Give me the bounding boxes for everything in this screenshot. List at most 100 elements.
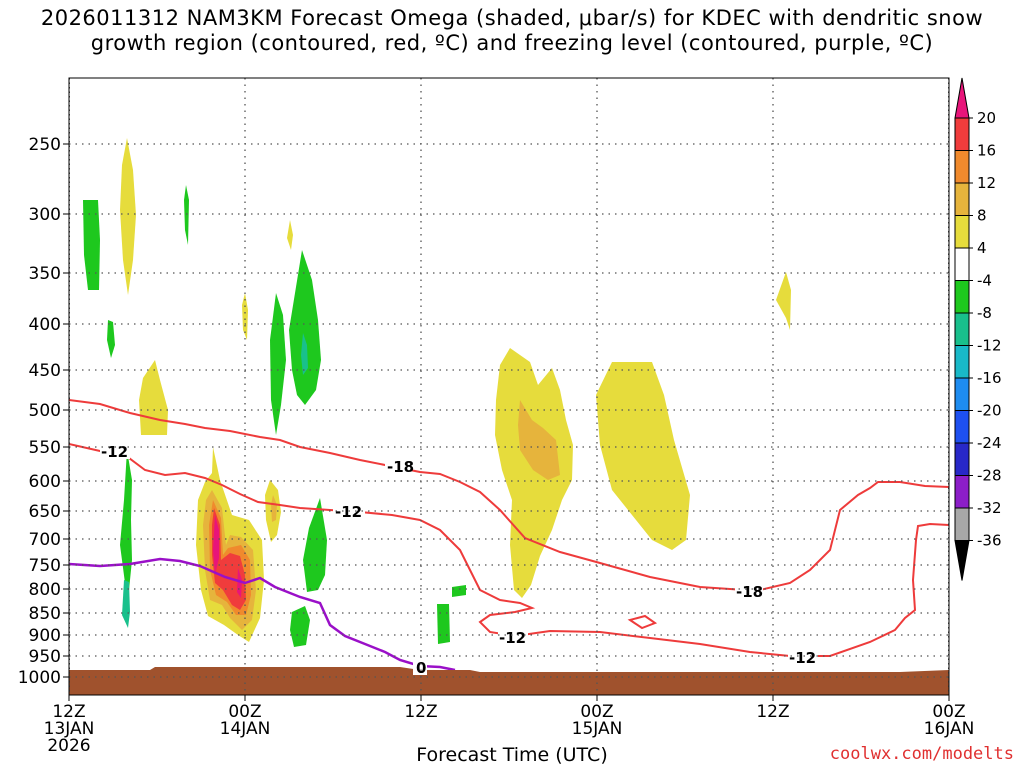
dgz-contour-label: -18 <box>736 583 763 601</box>
x-tick-label: 00Z <box>228 702 261 722</box>
omega-region <box>776 272 791 330</box>
omega-region <box>495 348 573 598</box>
colorbar-band <box>954 312 970 346</box>
omega-region <box>452 585 466 597</box>
colorbar-band <box>954 215 970 249</box>
omega-region <box>303 498 327 592</box>
omega-region <box>301 333 308 375</box>
y-tick-label: 1000 <box>18 668 61 688</box>
x-tick-label: 12Z <box>404 702 437 722</box>
dgz-contours <box>69 399 949 657</box>
x-tick-label: 16JAN <box>924 719 975 739</box>
colorbar-label: -12 <box>977 337 1002 355</box>
dgz-contour-label: -12 <box>335 503 362 521</box>
dgz-contour-label: -12 <box>789 649 816 667</box>
colorbar-band <box>954 150 970 184</box>
colorbar-label: 12 <box>977 174 996 192</box>
colorbar-triangle-top <box>954 77 970 119</box>
freezing-contour-label: 0 <box>416 659 426 677</box>
x-tick-label: 14JAN <box>220 719 271 739</box>
colorbar-label: 16 <box>977 142 996 160</box>
colorbar-label: -24 <box>977 434 1002 452</box>
dgz-contour-label: -12 <box>101 443 128 461</box>
y-tick-label: 900 <box>29 626 61 646</box>
omega-region <box>213 515 219 575</box>
chart-title-line-2: growth region (contoured, red, ºC) and f… <box>90 31 934 55</box>
omega-region <box>437 604 450 644</box>
colorbar-band <box>954 507 970 541</box>
x-tick-label: 12Z <box>52 702 85 722</box>
colorbar-band <box>954 247 970 281</box>
omega-region <box>518 400 560 480</box>
omega-region <box>237 568 242 598</box>
y-tick-label: 450 <box>29 361 61 381</box>
plot-frame <box>68 77 950 696</box>
omega-region <box>184 185 189 245</box>
x-tick-label: 13JAN <box>44 719 95 739</box>
omega-upward-regions <box>83 185 466 647</box>
colorbar-band <box>954 442 970 476</box>
colorbar-label: -32 <box>977 499 1002 517</box>
y-tick-label: 250 <box>29 135 61 155</box>
y-tick-label: 750 <box>29 556 61 576</box>
colorbar-label: 4 <box>977 239 987 257</box>
colorbar-label: -4 <box>977 272 992 290</box>
dgz-contour-minus18-left <box>69 399 949 591</box>
dgz-contour-small-loop <box>627 614 658 630</box>
y-tick-label: 300 <box>29 205 61 225</box>
omega-region <box>289 250 321 405</box>
colorbar-label: -36 <box>977 532 1002 550</box>
colorbar-label: 8 <box>977 207 987 225</box>
colorbar-label: -8 <box>977 304 992 322</box>
dgz-contour-label: -18 <box>387 458 414 476</box>
y-tick-label: 650 <box>29 502 61 522</box>
omega-region <box>270 293 286 435</box>
x-axis-title: Forecast Time (UTC) <box>416 744 608 766</box>
colorbar-band <box>954 117 970 151</box>
omega-region <box>290 606 310 647</box>
omega-region <box>120 450 132 590</box>
omega-region <box>122 580 130 628</box>
x-tick-label: 00Z <box>932 702 965 722</box>
colorbar-triangle-bottom <box>954 540 970 581</box>
y-tick-label: 350 <box>29 264 61 284</box>
dgz-contour-label: -12 <box>499 629 526 647</box>
y-tick-label: 850 <box>29 604 61 624</box>
chart-title-line-1: 2026011312 NAM3KM Forecast Omega (shaded… <box>40 6 984 30</box>
colorbar-band <box>954 377 970 411</box>
colorbar-band <box>954 475 970 509</box>
y-tick-label: 700 <box>29 530 61 550</box>
dgz-contour-minus12-left <box>69 443 949 657</box>
omega-colorbar: 20 16 12 8 4 -4 -8 -12 -16 -20 -24 -28 -32 -36 <box>954 77 1002 581</box>
ground-surface <box>69 667 949 695</box>
x-tick-label: 12Z <box>756 702 789 722</box>
omega-region <box>271 495 277 522</box>
freezing-level-contour <box>69 557 456 672</box>
colorbar-label: -16 <box>977 369 1002 387</box>
x-tick-label: 00Z <box>580 702 613 722</box>
x-tick-label: 15JAN <box>572 719 623 739</box>
omega-region <box>120 138 136 295</box>
colorbar-band <box>954 410 970 444</box>
site-credit: coolwx.com/modelts <box>829 744 1014 764</box>
colorbar-label: -28 <box>977 467 1002 485</box>
colorbar-label: 20 <box>977 109 996 127</box>
omega-region <box>83 200 100 290</box>
omega-region <box>596 362 690 550</box>
y-tick-label: 550 <box>29 438 61 458</box>
y-tick-label: 400 <box>29 315 61 335</box>
y-tick-label: 500 <box>29 401 61 421</box>
y-tick-label: 600 <box>29 472 61 492</box>
colorbar-band <box>954 280 970 314</box>
omega-region <box>107 320 115 358</box>
colorbar-label: -20 <box>977 402 1002 420</box>
y-tick-label: 950 <box>29 647 61 667</box>
omega-region <box>287 220 293 250</box>
omega-downward-regions <box>120 138 791 642</box>
y-axis: 2503003504004505005506006507007508008509… <box>18 135 69 688</box>
x-tick-label: 2026 <box>47 736 90 756</box>
y-tick-label: 800 <box>29 580 61 600</box>
omega-region <box>242 293 248 340</box>
